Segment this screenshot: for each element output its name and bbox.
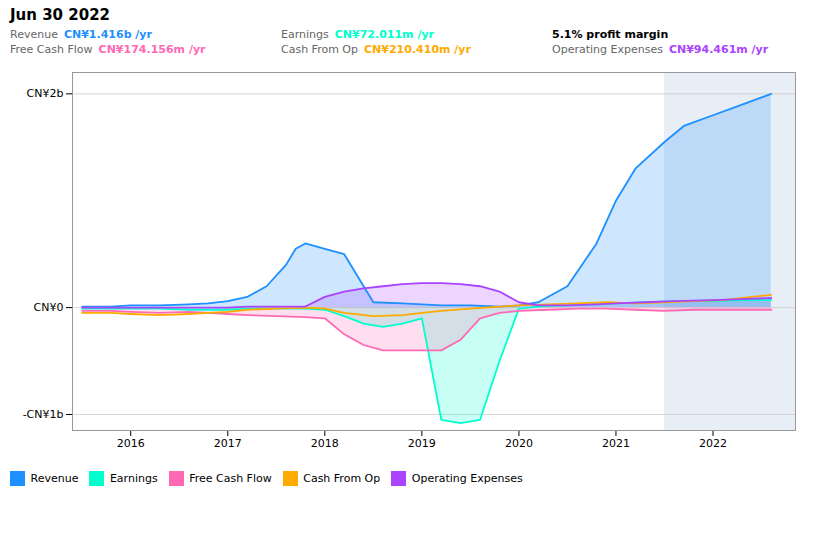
html-text:Jun 30 2022: Jun 30 2022	[10, 6, 110, 24]
svg-text:2021: 2021	[602, 437, 630, 450]
svg-text:2016: 2016	[117, 437, 145, 450]
html-text:Free Cash Flow: Free Cash Flow	[189, 472, 272, 485]
svg-text:-CN¥1b: -CN¥1b	[23, 408, 64, 421]
html-text:Revenue: Revenue	[30, 472, 79, 485]
svg-text:2022: 2022	[699, 437, 727, 450]
html-text:Earnings: Earnings	[281, 28, 329, 41]
svg-text:2018: 2018	[311, 437, 339, 450]
svg-text:CN¥2b: CN¥2b	[27, 87, 64, 100]
html-text:Cash From Op: Cash From Op	[303, 472, 381, 485]
svg-text:CN¥0: CN¥0	[34, 301, 64, 314]
html-text:5.1% profit margin: 5.1% profit margin	[552, 28, 669, 41]
html-text:CN¥174.156m /yr: CN¥174.156m /yr	[98, 43, 206, 56]
html-text:Operating Expenses: Operating Expenses	[552, 43, 663, 56]
svg-text:2019: 2019	[408, 437, 436, 450]
html-text:CN¥94.461m /yr: CN¥94.461m /yr	[668, 43, 769, 56]
svg-text:2017: 2017	[214, 437, 242, 450]
html-text:Cash From Op: Cash From Op	[281, 43, 358, 56]
html-text:CN¥1.416b /yr: CN¥1.416b /yr	[63, 28, 152, 41]
html-text:Free Cash Flow: Free Cash Flow	[10, 43, 93, 56]
html-text:Earnings: Earnings	[109, 472, 158, 485]
html-text:CN¥210.410m /yr: CN¥210.410m /yr	[364, 43, 471, 56]
html-text:CN¥72.011m /yr: CN¥72.011m /yr	[334, 28, 434, 41]
html-text:Revenue: Revenue	[10, 28, 58, 41]
svg-text:2020: 2020	[505, 437, 533, 450]
html-text:Operating Expenses: Operating Expenses	[411, 472, 523, 485]
